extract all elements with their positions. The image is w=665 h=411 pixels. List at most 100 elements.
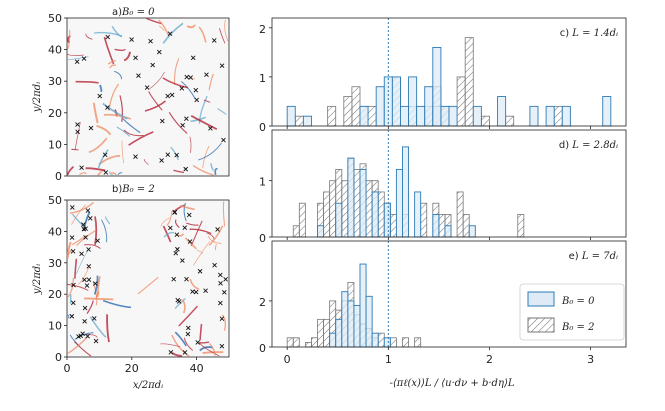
panel-a-structures — [67, 17, 229, 176]
current-sheet — [79, 172, 87, 176]
x-point-marker — [215, 227, 220, 232]
current-sheet — [174, 297, 186, 309]
x-point-marker — [150, 62, 155, 68]
current-sheet — [183, 202, 187, 222]
panel-annotation-d: d) L = 2.8dᵢ — [559, 140, 618, 151]
x-point-marker — [197, 268, 203, 274]
current-sheet — [84, 244, 101, 249]
x-point-marker — [95, 238, 100, 244]
legend-label-b0-2: B₀ = 2 — [561, 322, 594, 333]
ytick-label: 0 — [259, 232, 266, 245]
bar-b0-2 — [389, 337, 397, 348]
bar-b0-2 — [456, 76, 466, 127]
x-point-marker — [81, 56, 87, 61]
current-sheet — [86, 300, 94, 314]
x-point-marker — [185, 325, 191, 331]
bar-b0-0 — [371, 191, 379, 238]
x-point-marker — [173, 250, 179, 256]
ytick-label: 2 — [259, 23, 266, 36]
bar-b0-2 — [402, 337, 409, 348]
current-sheet — [114, 48, 126, 52]
current-sheet — [66, 241, 72, 259]
bar-b0-0 — [408, 76, 418, 127]
bar-b0-2 — [341, 180, 349, 238]
x-point-marker — [174, 232, 180, 237]
x-point-marker — [218, 272, 223, 278]
current-sheet — [208, 225, 224, 246]
x-point-marker — [221, 137, 226, 143]
current-sheet — [179, 205, 195, 211]
bar-b0-2 — [438, 214, 446, 238]
ytick-label: 0 — [259, 342, 266, 355]
current-sheet — [174, 219, 180, 229]
x-point-marker — [92, 281, 98, 286]
bar-b0-0 — [432, 47, 442, 127]
panel-b-ylabel: y/2πdᵢ — [32, 264, 43, 295]
current-sheet — [143, 158, 149, 166]
current-sheet — [117, 172, 123, 176]
legend: B₀ = 0 B₀ = 2 — [519, 283, 625, 341]
x-point-marker — [169, 92, 175, 98]
current-sheet — [199, 341, 210, 344]
x-point-marker — [148, 38, 153, 44]
current-sheet — [109, 64, 117, 69]
bar-b0-2 — [294, 115, 304, 127]
current-sheet — [119, 95, 124, 122]
x-point-marker — [156, 49, 162, 55]
panel-a: a)B₀ = 0 0 10 20 30 40 50 y/2πdᵢ — [32, 7, 230, 183]
current-sheet — [202, 145, 210, 168]
bar-b0-0 — [317, 225, 325, 238]
current-sheet — [159, 25, 165, 32]
current-sheet — [208, 342, 216, 356]
bar-b0-2 — [462, 214, 470, 238]
x-point-marker — [69, 205, 75, 210]
current-sheet — [109, 171, 114, 176]
xtick-label: 0 — [284, 353, 291, 366]
x-point-marker — [218, 300, 223, 306]
ytick-label: 2 — [259, 296, 266, 309]
x-point-marker — [186, 212, 192, 218]
current-sheet — [84, 297, 114, 301]
current-sheet — [67, 283, 89, 291]
x-point-marker — [171, 276, 177, 282]
x-point-marker — [188, 75, 193, 80]
bar-b0-2 — [311, 337, 318, 348]
bar-b0-0 — [383, 337, 391, 348]
xtick-label: 20 — [125, 362, 139, 375]
current-sheet — [93, 31, 123, 37]
bar-b0-2 — [365, 180, 373, 238]
current-sheet — [74, 258, 78, 279]
bar-b0-2 — [353, 169, 361, 238]
bar-b0-0 — [359, 168, 367, 238]
ytick-label: 40 — [48, 225, 62, 238]
current-sheet — [185, 222, 199, 226]
current-sheet — [121, 140, 125, 164]
bar-b0-0 — [529, 105, 539, 127]
ytick-label: 20 — [48, 107, 62, 120]
ytick-label: 50 — [48, 12, 62, 25]
current-sheet — [74, 122, 81, 150]
current-sheet — [160, 217, 171, 227]
bar-b0-2 — [351, 86, 361, 127]
x-point-marker — [93, 338, 99, 344]
x-point-marker — [211, 38, 217, 43]
current-sheet — [122, 118, 141, 134]
legend-swatch-b0-0 — [527, 291, 555, 307]
bar-b0-0 — [424, 86, 434, 127]
x-point-marker — [165, 152, 171, 157]
x-point-marker — [219, 316, 225, 322]
current-sheet — [148, 91, 163, 111]
current-sheet — [83, 334, 98, 338]
panel-annotation-c: c) L = 1.4dᵢ — [560, 28, 618, 39]
xtick-label: 0 — [64, 362, 71, 375]
x-point-marker — [87, 215, 93, 221]
current-sheet — [144, 100, 166, 112]
current-sheet — [92, 102, 99, 124]
current-sheet — [97, 170, 103, 176]
x-point-marker — [185, 331, 191, 337]
x-point-marker — [79, 165, 84, 171]
bar-b0-2 — [323, 191, 331, 238]
panel-b-structures — [66, 201, 228, 357]
bar-b0-0 — [444, 225, 452, 238]
